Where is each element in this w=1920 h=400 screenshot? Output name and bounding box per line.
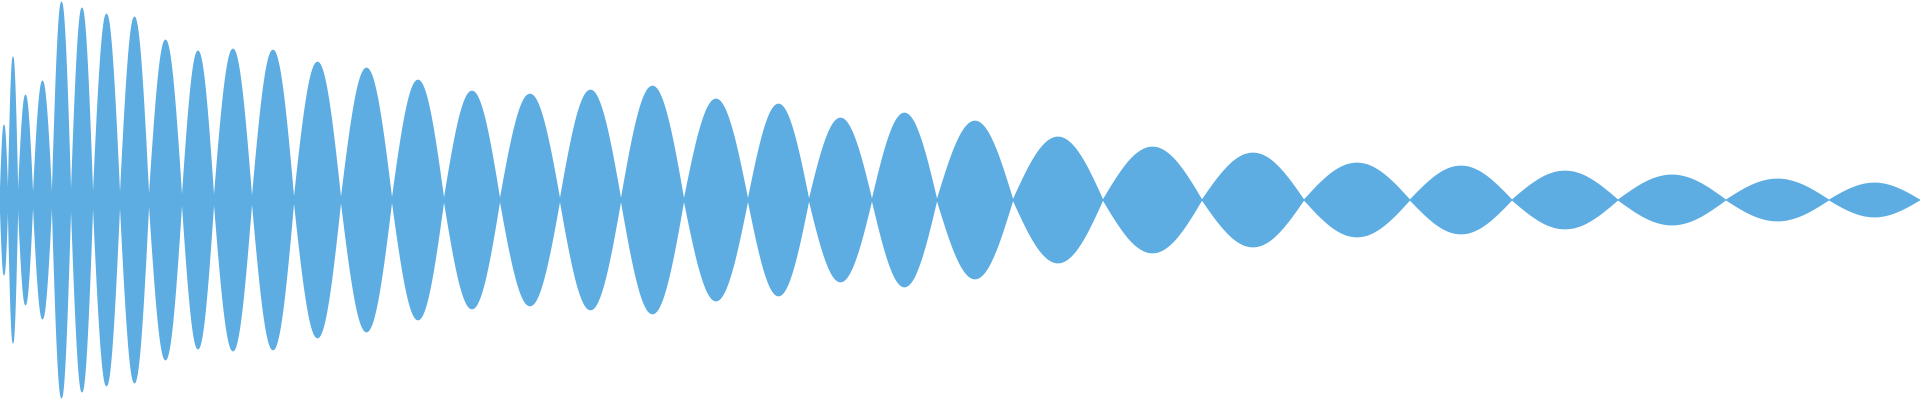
waveform-lobe-10	[213, 48, 253, 352]
waveform-lobe-1	[7, 56, 19, 344]
waveform-lobe-16	[499, 93, 561, 307]
waveform-lobe-12	[293, 61, 342, 339]
waveform-lobe-22	[871, 112, 938, 288]
waveform-lobe-25	[1102, 146, 1203, 254]
waveform-lobe-15	[443, 90, 501, 310]
waveform-lobe-2	[17, 94, 34, 306]
waveform-lobe-17	[559, 89, 622, 311]
waveform-lobe-29	[1511, 170, 1619, 230]
waveform-lobe-8	[148, 39, 183, 361]
waveform-lobe-28	[1409, 165, 1513, 235]
waveform-lobe-5	[70, 7, 94, 393]
waveform-lobe-6	[92, 13, 121, 387]
waveform-lobe-0	[0, 124, 9, 276]
waveform-lobe-31	[1725, 178, 1830, 222]
waveform-lobe-3	[32, 80, 53, 320]
waveform-lobe-24	[1012, 136, 1104, 264]
waveform-lobe-21	[808, 117, 873, 283]
waveform-lobe-18	[620, 85, 685, 315]
waveform-lobe-7	[119, 16, 150, 384]
waveform-lobe-23	[936, 120, 1014, 280]
waveform-lobe-13	[340, 67, 393, 333]
waveform-lobe-14	[391, 79, 445, 321]
waveform-lobe-4	[51, 1, 72, 399]
waveform-lobe-26	[1201, 152, 1305, 248]
waveform-lobe-11	[251, 49, 295, 351]
waveform-lobe-27	[1303, 162, 1411, 238]
waveform-lobe-9	[181, 50, 215, 350]
waveform-lobe-32	[1828, 182, 1920, 218]
waveform-lobe-30	[1617, 174, 1727, 226]
waveform-lobe-19	[683, 98, 749, 302]
waveform-lobe-20	[747, 103, 810, 297]
